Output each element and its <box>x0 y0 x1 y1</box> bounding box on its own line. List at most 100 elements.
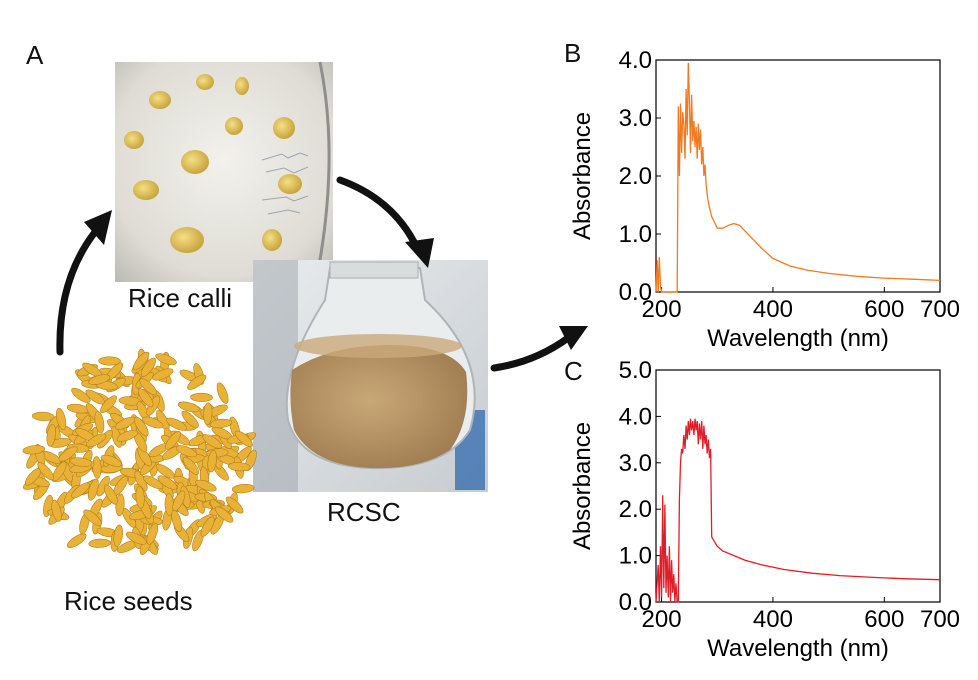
absorbance-chart-c: 200 400 600 700 0.0 1.0 2.0 3.0 4.0 5.0 Wavelengt… <box>569 360 960 662</box>
rice-seed <box>190 392 213 402</box>
rice-seed <box>227 462 251 472</box>
rice-seed <box>215 506 234 523</box>
rice-seeds-label: Rice seeds <box>64 586 193 616</box>
x-tick-label: 400 <box>753 296 793 323</box>
plot-frame <box>655 369 941 603</box>
y-tick-label: 1.0 <box>619 221 652 248</box>
rice-seed <box>22 445 46 455</box>
rice-seed <box>175 445 198 458</box>
plot-frame <box>655 59 941 293</box>
rice-seed <box>187 374 207 390</box>
rice-seed <box>152 368 174 381</box>
calli-clumps <box>124 74 302 253</box>
x-axis-label: Wavelength (nm) <box>707 325 889 352</box>
rice-seed <box>216 382 229 404</box>
rice-seed <box>133 351 150 371</box>
rice-seed <box>143 475 164 490</box>
arrow-calli-to-rcsc <box>336 176 422 254</box>
y-tick-label: 2.0 <box>619 163 652 190</box>
absorbance-series-c <box>655 418 941 603</box>
rice-seed <box>87 478 99 501</box>
rice-seed <box>140 357 156 377</box>
cycle-arrows <box>56 176 572 372</box>
rice-seed <box>69 457 93 467</box>
rice-seed <box>51 499 62 522</box>
rice-seed <box>202 434 223 449</box>
rice-seed <box>86 433 107 448</box>
rice-calli-label: Rice calli <box>128 283 233 313</box>
x-tick-label: 700 <box>920 606 960 633</box>
rice-seed <box>125 531 147 545</box>
rice-seed <box>234 430 253 447</box>
rice-seed <box>83 509 102 526</box>
y-tick-label: 5.0 <box>619 360 652 384</box>
rice-seed <box>207 449 217 473</box>
y-tick-label: 0.0 <box>619 589 652 616</box>
arrow-seeds-to-calli <box>56 228 99 356</box>
rice-seed <box>52 461 67 482</box>
rice-seed <box>94 411 105 434</box>
rice-seed <box>88 538 111 548</box>
rice-seed <box>146 523 159 545</box>
rice-seed <box>142 416 164 429</box>
rice-seed <box>113 524 123 548</box>
x-axis-label: Wavelength (nm) <box>707 635 889 662</box>
panel-letter-b: B <box>564 38 582 68</box>
rice-seed <box>177 401 200 413</box>
y-tick-label: 0.0 <box>619 279 652 306</box>
rice-seed <box>116 429 139 442</box>
rice-calli-photo <box>115 61 333 283</box>
rcsc-label: RCSC <box>327 497 401 527</box>
absorbance-chart-b: 200 400 600 700 0.0 1.0 2.0 3.0 4.0 Wavelength (… <box>569 50 960 352</box>
rice-seed <box>166 417 187 431</box>
y-tick-label: 1.0 <box>619 543 652 570</box>
rice-seed <box>171 510 183 532</box>
rice-seed <box>134 416 149 437</box>
x-tick-label: 200 <box>642 296 682 323</box>
rice-seed <box>181 410 199 429</box>
x-tick-label: 200 <box>642 606 682 633</box>
y-axis-label: Absorbance <box>569 112 596 240</box>
rice-seeds-photo <box>22 348 257 555</box>
y-axis-label: Absorbance <box>569 422 596 550</box>
panel-letter-c: C <box>564 356 583 386</box>
rice-seed <box>203 402 213 426</box>
rice-seed <box>71 482 90 499</box>
rice-seed <box>200 516 215 537</box>
rice-seed <box>135 486 145 509</box>
rice-seed <box>231 484 255 494</box>
rcsc-flask-photo <box>253 260 488 492</box>
rice-seed <box>137 388 154 408</box>
rice-seed <box>103 484 118 505</box>
rice-seed <box>71 387 91 403</box>
rice-seed <box>85 389 105 405</box>
rice-seed <box>225 496 244 514</box>
rice-seed <box>58 446 78 462</box>
rice-seed <box>92 456 102 479</box>
rice-seed <box>100 454 122 467</box>
rice-seed <box>37 462 54 481</box>
rice-seed <box>165 431 181 450</box>
rice-seed <box>195 479 217 492</box>
x-tick-label: 700 <box>920 296 960 323</box>
arrow-heads <box>84 210 588 350</box>
y-tick-label: 4.0 <box>619 50 652 74</box>
dish-writing <box>261 152 309 215</box>
rice-seed <box>98 356 121 366</box>
rice-seed <box>182 456 200 475</box>
rice-seed <box>209 418 233 429</box>
panel-letter-a: A <box>26 40 44 70</box>
y-tick-label: 3.0 <box>619 450 652 477</box>
rice-seed <box>155 353 177 366</box>
y-tick-label: 3.0 <box>619 105 652 132</box>
rice-seed <box>88 374 111 385</box>
rice-seed <box>56 407 67 431</box>
rice-seed <box>31 411 55 421</box>
absorbance-series-b <box>655 62 941 293</box>
x-tick-label: 600 <box>864 296 904 323</box>
x-tick-label: 400 <box>753 606 793 633</box>
rice-seed <box>46 424 57 447</box>
y-tick-label: 4.0 <box>619 403 652 430</box>
rice-seed <box>66 533 87 548</box>
